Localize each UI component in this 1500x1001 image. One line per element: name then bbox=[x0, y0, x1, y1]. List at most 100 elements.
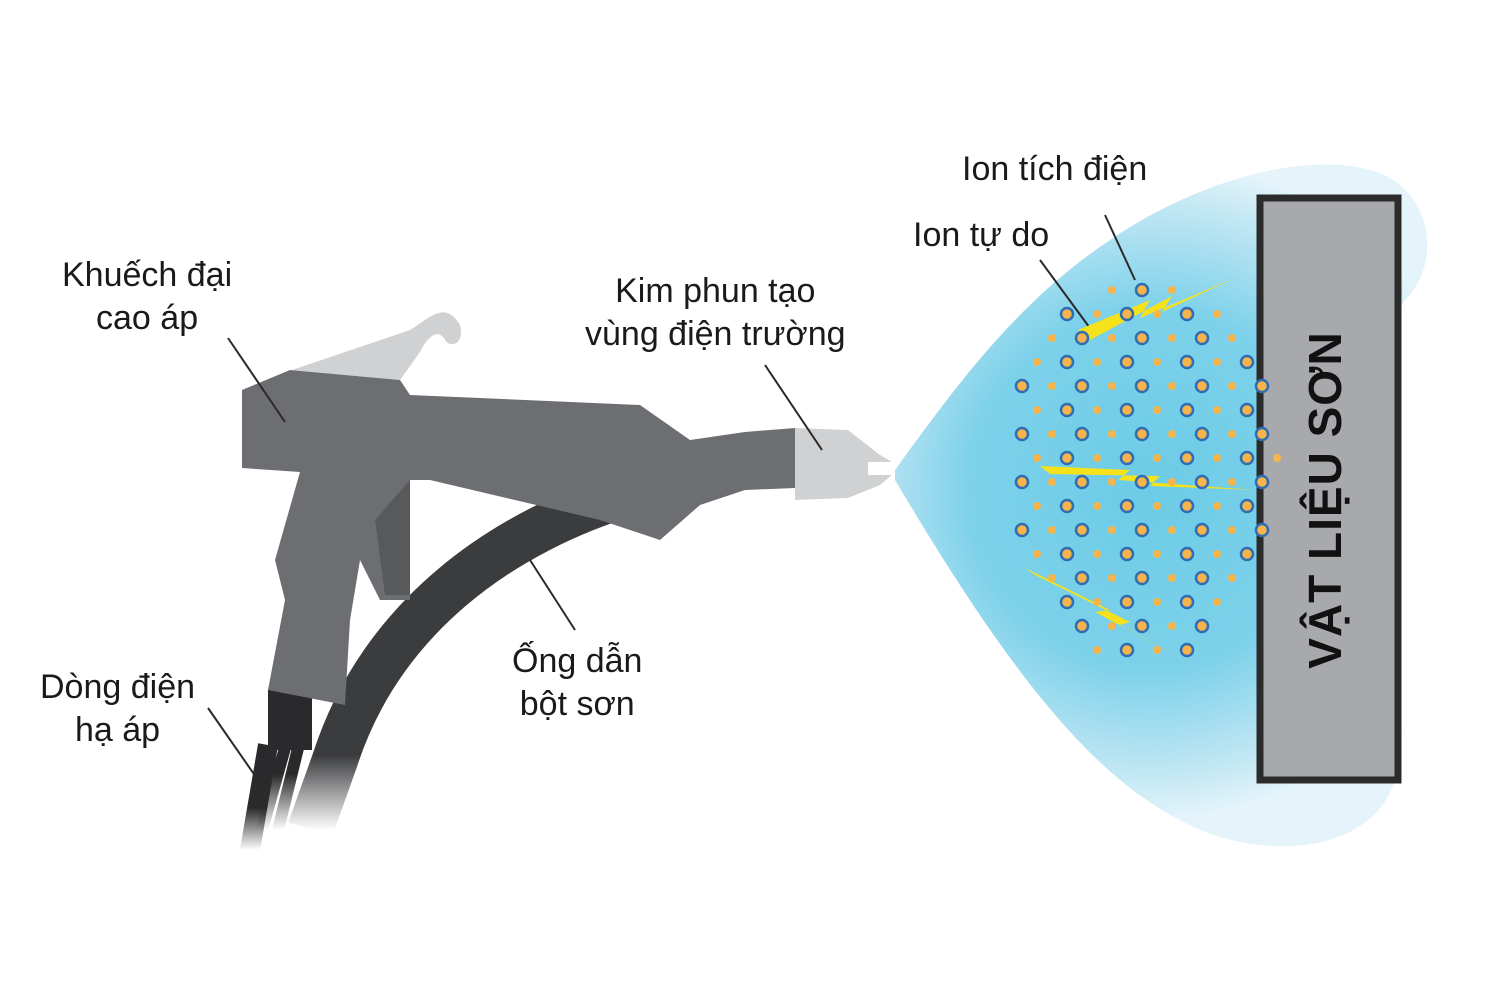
free-ion bbox=[1048, 574, 1056, 582]
label-powder-hose-line1: Ống dẫn bbox=[512, 642, 643, 680]
free-ion bbox=[1228, 430, 1236, 438]
free-ion bbox=[1093, 358, 1101, 366]
charged-ion bbox=[1179, 402, 1195, 418]
label-free-ion: Ion tự do bbox=[913, 216, 1050, 254]
charged-ion bbox=[1179, 450, 1195, 466]
free-ion bbox=[1213, 358, 1221, 366]
free-ion bbox=[1168, 430, 1176, 438]
label-target: VẬT LIỆU SƠN bbox=[1299, 331, 1351, 669]
free-ion bbox=[1228, 574, 1236, 582]
free-ion bbox=[1108, 478, 1116, 486]
free-ion bbox=[1153, 454, 1161, 462]
charged-ion bbox=[1059, 546, 1075, 562]
charged-ion bbox=[1074, 474, 1090, 490]
charged-ion bbox=[1239, 498, 1255, 514]
charged-ion bbox=[1119, 546, 1135, 562]
free-ion bbox=[1153, 598, 1161, 606]
label-powder-hose: Ống dẫn bột sơn bbox=[512, 640, 642, 726]
free-ion bbox=[1033, 406, 1041, 414]
free-ion bbox=[1108, 286, 1116, 294]
label-needle-line1: Kim phun tạo bbox=[615, 272, 816, 310]
charged-ion bbox=[1134, 330, 1150, 346]
charged-ion bbox=[1119, 498, 1135, 514]
charged-ion bbox=[1254, 474, 1270, 490]
label-low-voltage-line2: hạ áp bbox=[74, 711, 161, 749]
charged-ion bbox=[1239, 402, 1255, 418]
charged-ion bbox=[1014, 378, 1030, 394]
charged-ion bbox=[1059, 306, 1075, 322]
free-ion bbox=[1168, 574, 1176, 582]
charged-ion bbox=[1134, 378, 1150, 394]
free-ion bbox=[1168, 286, 1176, 294]
free-ion bbox=[1033, 550, 1041, 558]
charged-ion bbox=[1059, 354, 1075, 370]
free-ion bbox=[1228, 478, 1236, 486]
label-low-voltage-line1: Dòng điện bbox=[40, 668, 196, 706]
free-ion bbox=[1108, 430, 1116, 438]
free-ion bbox=[1168, 526, 1176, 534]
charged-ion bbox=[1194, 378, 1210, 394]
free-ion bbox=[1093, 406, 1101, 414]
free-ion bbox=[1108, 526, 1116, 534]
free-ion bbox=[1153, 646, 1161, 654]
charged-ion bbox=[1179, 642, 1195, 658]
charged-ion bbox=[1074, 426, 1090, 442]
free-ion bbox=[1048, 382, 1056, 390]
free-ion bbox=[1168, 478, 1176, 486]
free-ion bbox=[1108, 574, 1116, 582]
charged-ion bbox=[1134, 426, 1150, 442]
charged-ion bbox=[1194, 330, 1210, 346]
charged-ion bbox=[1194, 522, 1210, 538]
label-needle: Kim phun tạo vùng điện trường bbox=[585, 270, 846, 356]
charged-ion bbox=[1059, 594, 1075, 610]
free-ion bbox=[1093, 550, 1101, 558]
charged-ion bbox=[1074, 522, 1090, 538]
charged-ion bbox=[1239, 354, 1255, 370]
target-panel bbox=[1256, 194, 1402, 784]
free-ion bbox=[1168, 382, 1176, 390]
charged-ion bbox=[1119, 450, 1135, 466]
charged-ion bbox=[1194, 618, 1210, 634]
charged-ion bbox=[1074, 618, 1090, 634]
charged-ion bbox=[1179, 546, 1195, 562]
free-ion bbox=[1033, 358, 1041, 366]
charged-ion bbox=[1119, 594, 1135, 610]
free-ion bbox=[1153, 502, 1161, 510]
free-ion bbox=[1228, 526, 1236, 534]
charged-ion bbox=[1014, 426, 1030, 442]
charged-ion bbox=[1134, 282, 1150, 298]
charged-ion bbox=[1014, 522, 1030, 538]
charged-ion bbox=[1179, 498, 1195, 514]
free-ion bbox=[1168, 622, 1176, 630]
charged-ion bbox=[1254, 426, 1270, 442]
free-ion bbox=[1153, 406, 1161, 414]
free-ion bbox=[1108, 622, 1116, 630]
charged-ion bbox=[1254, 522, 1270, 538]
free-ion bbox=[1213, 310, 1221, 318]
leader-lines bbox=[207, 214, 1136, 791]
free-ion bbox=[1228, 334, 1236, 342]
label-amplifier: Khuếch đại cao áp bbox=[62, 254, 232, 340]
free-ion bbox=[1093, 454, 1101, 462]
label-amplifier-line2: cao áp bbox=[96, 299, 199, 337]
charged-ion bbox=[1254, 378, 1270, 394]
charged-ion bbox=[1119, 306, 1135, 322]
charged-ion bbox=[1134, 570, 1150, 586]
free-ion bbox=[1108, 334, 1116, 342]
free-ion bbox=[1213, 454, 1221, 462]
free-ion bbox=[1093, 502, 1101, 510]
charged-ion bbox=[1119, 642, 1135, 658]
free-ion bbox=[1093, 646, 1101, 654]
label-powder-hose-line2: bột sơn bbox=[519, 685, 635, 723]
label-needle-line2: vùng điện trường bbox=[585, 315, 846, 353]
label-amplifier-line1: Khuếch đại bbox=[62, 256, 233, 294]
charged-ion bbox=[1194, 474, 1210, 490]
free-ion bbox=[1213, 502, 1221, 510]
charged-ion bbox=[1134, 474, 1150, 490]
charged-ion bbox=[1179, 306, 1195, 322]
free-ion bbox=[1093, 598, 1101, 606]
charged-ion bbox=[1074, 570, 1090, 586]
free-ion bbox=[1108, 382, 1116, 390]
